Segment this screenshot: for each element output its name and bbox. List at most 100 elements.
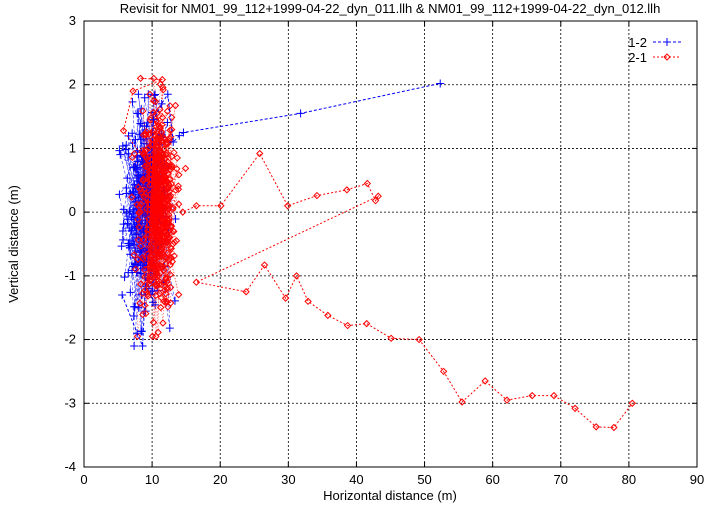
data-point-diamond xyxy=(149,97,158,105)
data-point-diamond xyxy=(150,127,158,135)
data-point-plus xyxy=(130,311,139,320)
data-point-diamond xyxy=(387,334,395,343)
data-point-plus xyxy=(116,150,125,159)
data-point-diamond xyxy=(144,237,153,245)
data-point-diamond xyxy=(119,126,128,135)
data-point-diamond xyxy=(163,249,172,257)
data-point-diamond xyxy=(147,142,156,150)
data-point-diamond xyxy=(169,240,177,248)
tick-layer: 0 10 20 30 40 50 60 70 80 90 -4 -3 -2 -1 0 1 2 3 xyxy=(64,13,704,487)
data-point-diamond xyxy=(168,125,176,134)
data-point-diamond xyxy=(129,87,137,95)
data-point-diamond xyxy=(170,148,178,157)
data-point-diamond xyxy=(151,186,159,194)
data-point-plus xyxy=(169,138,178,147)
data-point-plus xyxy=(144,90,153,99)
data-point-plus xyxy=(165,324,174,333)
data-point-diamond xyxy=(550,391,558,400)
data-point-plus xyxy=(179,128,188,137)
data-point-diamond xyxy=(146,90,154,99)
data-point-plus xyxy=(124,131,133,140)
data-point-diamond xyxy=(313,191,321,200)
data-point-diamond xyxy=(136,280,145,288)
data-point-plus xyxy=(115,190,124,199)
data-point-diamond xyxy=(141,152,149,161)
data-point-diamond xyxy=(256,149,264,158)
data-point-diamond xyxy=(283,202,292,210)
x-tick-label: 80 xyxy=(622,472,636,487)
data-point-diamond xyxy=(173,165,181,173)
data-point-diamond xyxy=(439,367,448,376)
data-point-plus xyxy=(126,189,135,198)
data-point-diamond xyxy=(155,252,163,261)
data-point-plus xyxy=(163,118,172,127)
data-point-diamond xyxy=(362,319,371,328)
data-point-plus xyxy=(128,237,137,246)
data-point-diamond xyxy=(162,149,171,157)
data-point-diamond xyxy=(171,186,180,194)
data-point-plus xyxy=(137,327,146,336)
data-point-diamond xyxy=(192,278,201,286)
data-point-diamond xyxy=(281,294,290,302)
data-point-diamond xyxy=(162,228,170,236)
data-point-plus xyxy=(130,302,139,311)
data-point-diamond xyxy=(139,175,148,183)
data-point-diamond xyxy=(166,270,174,279)
data-point-diamond xyxy=(154,137,163,146)
data-point-diamond xyxy=(131,265,140,274)
x-tick-label: 90 xyxy=(690,472,704,487)
data-point-diamond xyxy=(169,203,177,212)
data-point-diamond xyxy=(158,113,167,122)
data-point-diamond xyxy=(139,236,148,244)
data-point-diamond xyxy=(138,289,147,298)
data-point-plus xyxy=(125,241,134,250)
data-point-diamond xyxy=(161,290,170,298)
data-point-plus xyxy=(151,300,160,309)
data-point-plus xyxy=(175,131,184,140)
data-point-plus xyxy=(129,205,138,214)
data-point-diamond xyxy=(175,171,183,179)
data-point-diamond xyxy=(142,309,150,318)
data-point-plus xyxy=(124,268,133,277)
data-point-diamond xyxy=(135,223,143,231)
data-point-diamond xyxy=(528,391,536,400)
data-point-diamond xyxy=(143,164,152,172)
x-axis-label: Horizontal distance (m) xyxy=(323,488,457,503)
data-point-diamond xyxy=(151,267,160,275)
data-point-plus xyxy=(134,90,143,99)
data-point-diamond xyxy=(146,173,154,182)
data-point-diamond xyxy=(161,193,169,202)
data-point-diamond xyxy=(260,261,269,269)
data-point-plus xyxy=(122,183,131,192)
data-point-diamond xyxy=(147,251,156,260)
data-point-diamond xyxy=(167,222,176,230)
data-point-diamond xyxy=(166,299,175,307)
data-point-plus xyxy=(140,139,149,148)
data-point-plus xyxy=(125,224,134,233)
data-point-plus xyxy=(122,141,131,150)
data-point-diamond xyxy=(143,279,151,287)
data-point-diamond xyxy=(162,162,170,170)
data-point-diamond xyxy=(149,74,158,83)
data-point-diamond xyxy=(151,170,159,178)
data-point-diamond xyxy=(481,377,489,385)
data-point-diamond xyxy=(157,153,166,162)
series-2-1 xyxy=(119,74,637,432)
data-point-diamond xyxy=(146,114,155,122)
data-point-diamond xyxy=(161,286,169,294)
data-point-diamond xyxy=(165,227,173,235)
data-point-diamond xyxy=(174,182,182,190)
y-tick-label: 1 xyxy=(69,140,76,155)
data-point-plus xyxy=(118,290,127,299)
data-point-diamond xyxy=(571,404,579,413)
data-point-diamond xyxy=(166,260,175,269)
data-point-diamond xyxy=(156,147,165,156)
data-point-diamond xyxy=(242,288,250,296)
data-point-diamond xyxy=(179,208,187,216)
data-point-diamond xyxy=(592,423,600,431)
data-point-diamond xyxy=(155,122,163,130)
data-point-diamond xyxy=(149,318,158,327)
data-point-diamond xyxy=(147,265,156,273)
data-point-diamond xyxy=(143,288,151,297)
